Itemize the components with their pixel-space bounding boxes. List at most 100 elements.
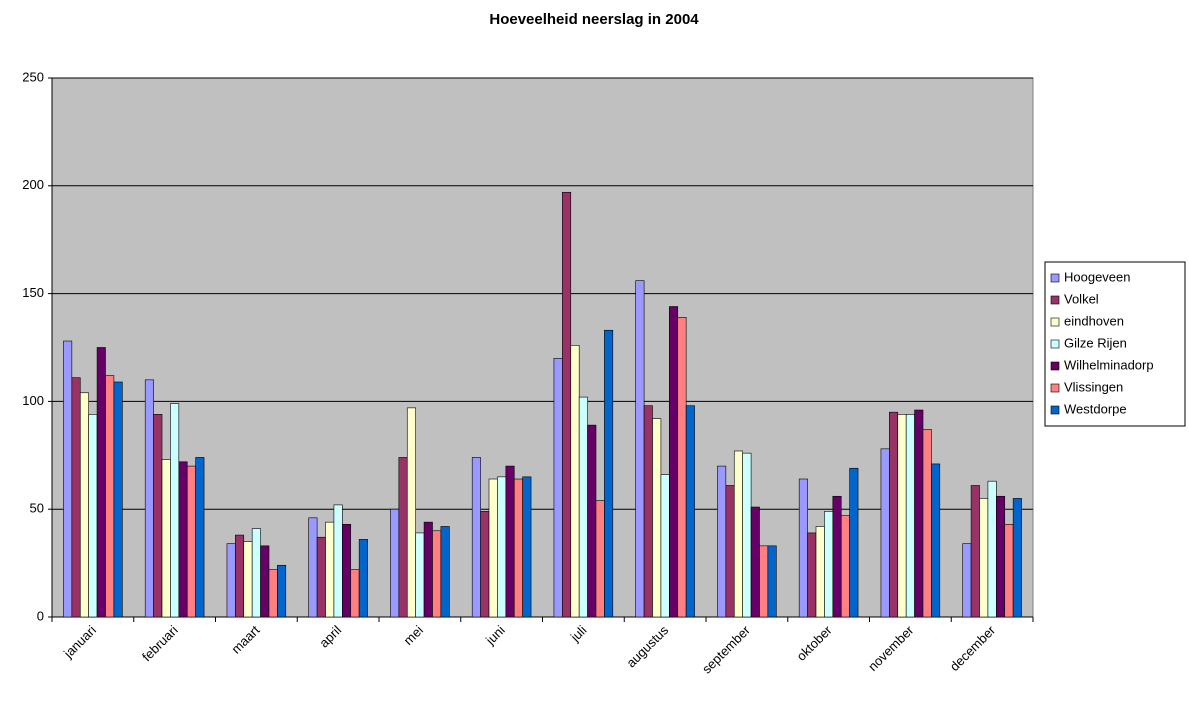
- bar: [635, 280, 645, 618]
- bar: [497, 476, 507, 618]
- bar: [277, 564, 287, 618]
- bar: [669, 306, 679, 618]
- bar: [660, 474, 670, 618]
- bar: [742, 452, 752, 618]
- bar: [815, 526, 825, 618]
- bar: [807, 532, 817, 618]
- x-tick-label: april: [316, 622, 344, 650]
- bar: [342, 523, 352, 618]
- y-tick-label: 50: [30, 501, 44, 516]
- bar: [970, 485, 980, 618]
- x-tick-label: september: [699, 622, 754, 677]
- bar: [195, 457, 205, 618]
- legend-label: Gilze Rijen: [1064, 335, 1127, 350]
- bar: [153, 414, 163, 618]
- legend-box: [1044, 261, 1186, 427]
- bar: [398, 457, 408, 618]
- bar: [889, 411, 899, 618]
- bar: [767, 545, 777, 618]
- x-tick-label: maart: [228, 622, 262, 656]
- x-tick-label: januari: [60, 622, 99, 661]
- legend-marker: [1050, 317, 1060, 327]
- chart-title: Hoeveelheid neerslag in 2004: [489, 11, 699, 28]
- legend-marker: [1050, 273, 1060, 283]
- bar: [235, 534, 245, 618]
- bar: [423, 521, 433, 618]
- bar: [880, 448, 890, 618]
- bar: [488, 478, 498, 618]
- bar: [931, 463, 941, 618]
- bar: [759, 545, 769, 618]
- bar: [186, 465, 196, 618]
- bar: [962, 543, 972, 618]
- bar: [725, 485, 735, 618]
- y-tick-label: 100: [22, 393, 44, 408]
- bar: [643, 405, 653, 618]
- bar: [471, 457, 481, 618]
- bar: [88, 414, 98, 618]
- bar: [440, 526, 450, 618]
- bar: [260, 545, 270, 618]
- x-tick-label: december: [947, 622, 999, 674]
- plot-area: [51, 77, 1034, 618]
- y-tick-label: 250: [22, 69, 44, 84]
- y-tick-label: 150: [22, 285, 44, 300]
- legend-label: Hoogeveen: [1064, 269, 1131, 284]
- bar: [587, 424, 597, 618]
- bar: [333, 504, 343, 618]
- bar: [987, 480, 997, 618]
- bar: [1004, 523, 1014, 618]
- legend-marker: [1050, 295, 1060, 305]
- bar: [798, 478, 808, 618]
- bar: [717, 465, 727, 618]
- bar: [415, 532, 425, 618]
- bar: [226, 543, 236, 618]
- bar: [979, 498, 989, 618]
- x-tick-label: juni: [482, 622, 508, 648]
- bar: [914, 409, 924, 618]
- legend-marker: [1050, 339, 1060, 349]
- bar: [358, 539, 368, 618]
- x-tick-label: februari: [139, 622, 181, 664]
- legend-label: Volkel: [1064, 291, 1099, 306]
- bar: [79, 392, 89, 618]
- bar: [553, 357, 563, 618]
- legend-label: Vlissingen: [1064, 379, 1123, 394]
- bar: [922, 429, 932, 618]
- legend-marker: [1050, 383, 1060, 393]
- bar: [595, 500, 605, 618]
- x-tick-label: augustus: [623, 622, 671, 670]
- bar: [63, 340, 73, 618]
- bar: [308, 517, 318, 618]
- legend-label: Wilhelminadorp: [1064, 357, 1154, 372]
- bar: [562, 191, 572, 618]
- bar: [905, 414, 915, 618]
- bar: [578, 396, 588, 618]
- x-tick-label: oktober: [793, 622, 835, 664]
- bar: [350, 569, 360, 618]
- legend-marker: [1050, 361, 1060, 371]
- bar: [832, 495, 842, 618]
- bar: [268, 569, 278, 618]
- legend-label: eindhoven: [1064, 313, 1124, 328]
- bar: [96, 347, 106, 618]
- bar: [996, 495, 1006, 618]
- bar: [570, 345, 580, 618]
- bar: [849, 467, 859, 618]
- bar: [105, 375, 115, 618]
- bar: [840, 515, 850, 618]
- bar: [824, 511, 834, 618]
- bar: [251, 528, 261, 618]
- bar: [505, 465, 515, 618]
- bar: [390, 508, 400, 618]
- bar: [1012, 498, 1022, 618]
- bar: [170, 403, 180, 618]
- bar: [406, 407, 416, 618]
- x-tick-label: november: [865, 622, 917, 674]
- bar: [161, 459, 171, 618]
- bar: [325, 521, 335, 618]
- bar: [685, 405, 695, 618]
- bar: [243, 541, 253, 618]
- bar: [750, 506, 760, 618]
